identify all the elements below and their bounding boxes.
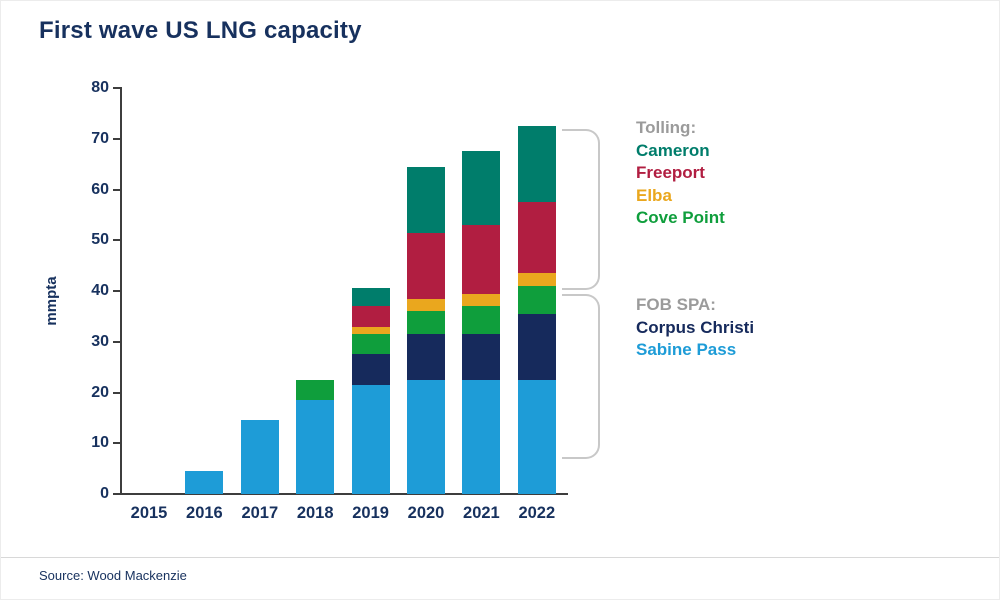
legend-group-tolling: Tolling: Cameron Freeport Elba Cove Point — [636, 117, 725, 230]
legend-item-cameron: Cameron — [636, 140, 710, 160]
bar-2019-segment-sabine-pass — [351, 384, 390, 494]
source-text: Source: Wood Mackenzie — [39, 568, 187, 583]
bar-2020-segment-elba — [407, 298, 445, 312]
bar-2021-segment-elba — [462, 293, 501, 307]
legend-item-sabine-pass: Sabine Pass — [636, 340, 737, 359]
y-tick-50 — [113, 239, 120, 242]
page-title: First wave US LNG capacity — [39, 17, 362, 44]
y-tick-label-20: 20 — [91, 383, 109, 401]
x-tick-label-2017: 2017 — [241, 504, 279, 522]
bar-2021-segment-cove-point — [462, 306, 501, 335]
bar-2018-segment-cove-point — [296, 379, 335, 401]
y-tick-80 — [113, 87, 120, 89]
y-tick-label-70: 70 — [91, 129, 109, 147]
x-tick-label-2016: 2016 — [186, 504, 223, 522]
x-axis-line — [120, 493, 568, 495]
y-tick-30 — [113, 340, 120, 343]
bar-2022-segment-freeport — [517, 202, 556, 274]
tolling-bracket — [562, 129, 600, 290]
bar-2020-segment-sabine-pass — [407, 379, 445, 494]
y-tick-0 — [113, 493, 120, 495]
y-tick-60 — [113, 188, 120, 191]
legend-item-freeport: Freeport — [636, 163, 705, 182]
bar-2021-segment-sabine-pass — [462, 379, 501, 494]
bar-2020-segment-cove-point — [407, 311, 445, 335]
bar-2021-segment-freeport — [462, 225, 501, 294]
bar-2022-segment-cove-point — [517, 285, 556, 314]
bar-2018-segment-sabine-pass — [296, 400, 335, 494]
legend-item-elba: Elba — [636, 185, 672, 205]
y-tick-label-10: 10 — [91, 434, 109, 452]
y-tick-label-40: 40 — [91, 282, 109, 299]
y-tick-label-60: 60 — [91, 180, 109, 198]
legend-header-fobspa: FOB SPA: — [636, 295, 716, 314]
y-tick-40 — [113, 290, 120, 292]
x-tick-label-2021: 2021 — [463, 504, 500, 522]
y-axis-title: mmpta — [43, 276, 60, 326]
bar-2020-segment-corpus-christi — [407, 334, 445, 380]
bar-2021-segment-cameron — [462, 151, 501, 226]
bar-2019-segment-cove-point — [351, 334, 390, 355]
y-tick-10 — [113, 442, 120, 445]
x-tick-label-2018: 2018 — [296, 504, 334, 522]
y-tick-label-30: 30 — [91, 332, 109, 350]
y-axis-line — [120, 87, 122, 495]
bar-2021-segment-corpus-christi — [462, 334, 501, 380]
x-tick-label-2019: 2019 — [352, 504, 389, 522]
bar-2019-segment-elba — [351, 326, 390, 335]
bar-2022-segment-corpus-christi — [517, 313, 556, 380]
x-tick-label-2020: 2020 — [407, 504, 445, 522]
bar-2019-segment-cameron — [351, 288, 390, 307]
y-tick-20 — [113, 391, 120, 394]
y-tick-label-50: 50 — [91, 231, 109, 249]
y-tick-label-0: 0 — [100, 485, 109, 502]
legend-header-tolling: Tolling: — [636, 118, 697, 137]
y-tick-label-80: 80 — [91, 79, 109, 96]
bar-2019-segment-corpus-christi — [351, 354, 390, 385]
x-tick-label-2015: 2015 — [130, 504, 168, 522]
fob-spa-bracket — [562, 294, 600, 459]
legend-group-fob-spa: FOB SPA: Corpus Christi Sabine Pass — [636, 294, 754, 362]
bar-2016-segment-sabine-pass — [185, 471, 224, 494]
bar-2022-segment-cameron — [517, 126, 556, 203]
bar-2020-segment-freeport — [407, 232, 445, 299]
legend-item-cove-point: Cove Point — [636, 208, 725, 227]
y-tick-70 — [113, 137, 120, 140]
legend-item-corpus-christi: Corpus Christi — [636, 317, 755, 337]
x-tick-label-2022: 2022 — [518, 504, 556, 522]
footer-divider — [1, 557, 999, 558]
bar-2017-segment-sabine-pass — [240, 420, 279, 494]
bar-2022-segment-sabine-pass — [517, 379, 556, 494]
bar-2022-segment-elba — [517, 273, 556, 286]
bar-2020-segment-cameron — [407, 166, 445, 233]
bar-2019-segment-freeport — [351, 306, 390, 327]
